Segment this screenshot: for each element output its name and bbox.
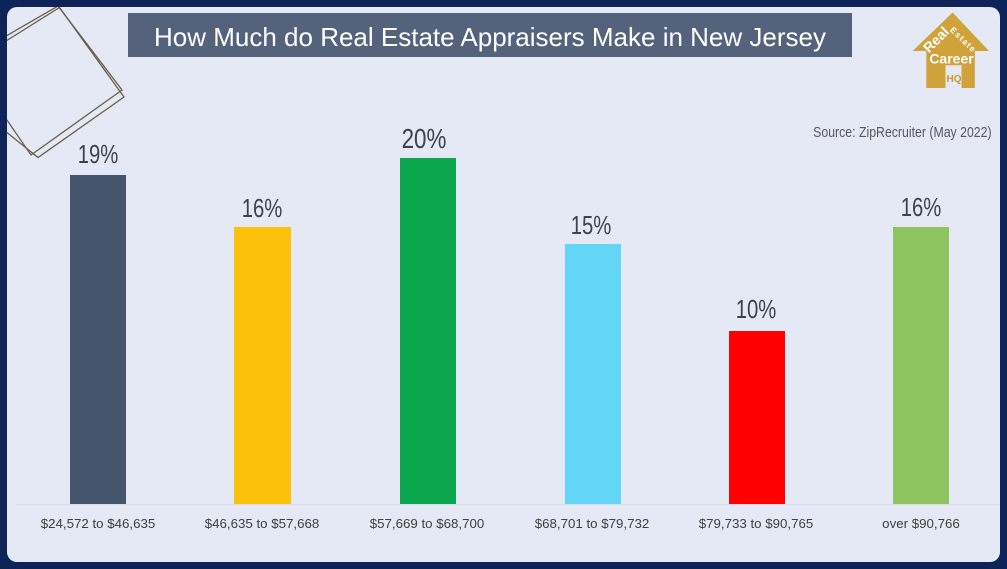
svg-text:Career: Career bbox=[929, 51, 974, 67]
svg-text:HQ: HQ bbox=[947, 74, 962, 85]
